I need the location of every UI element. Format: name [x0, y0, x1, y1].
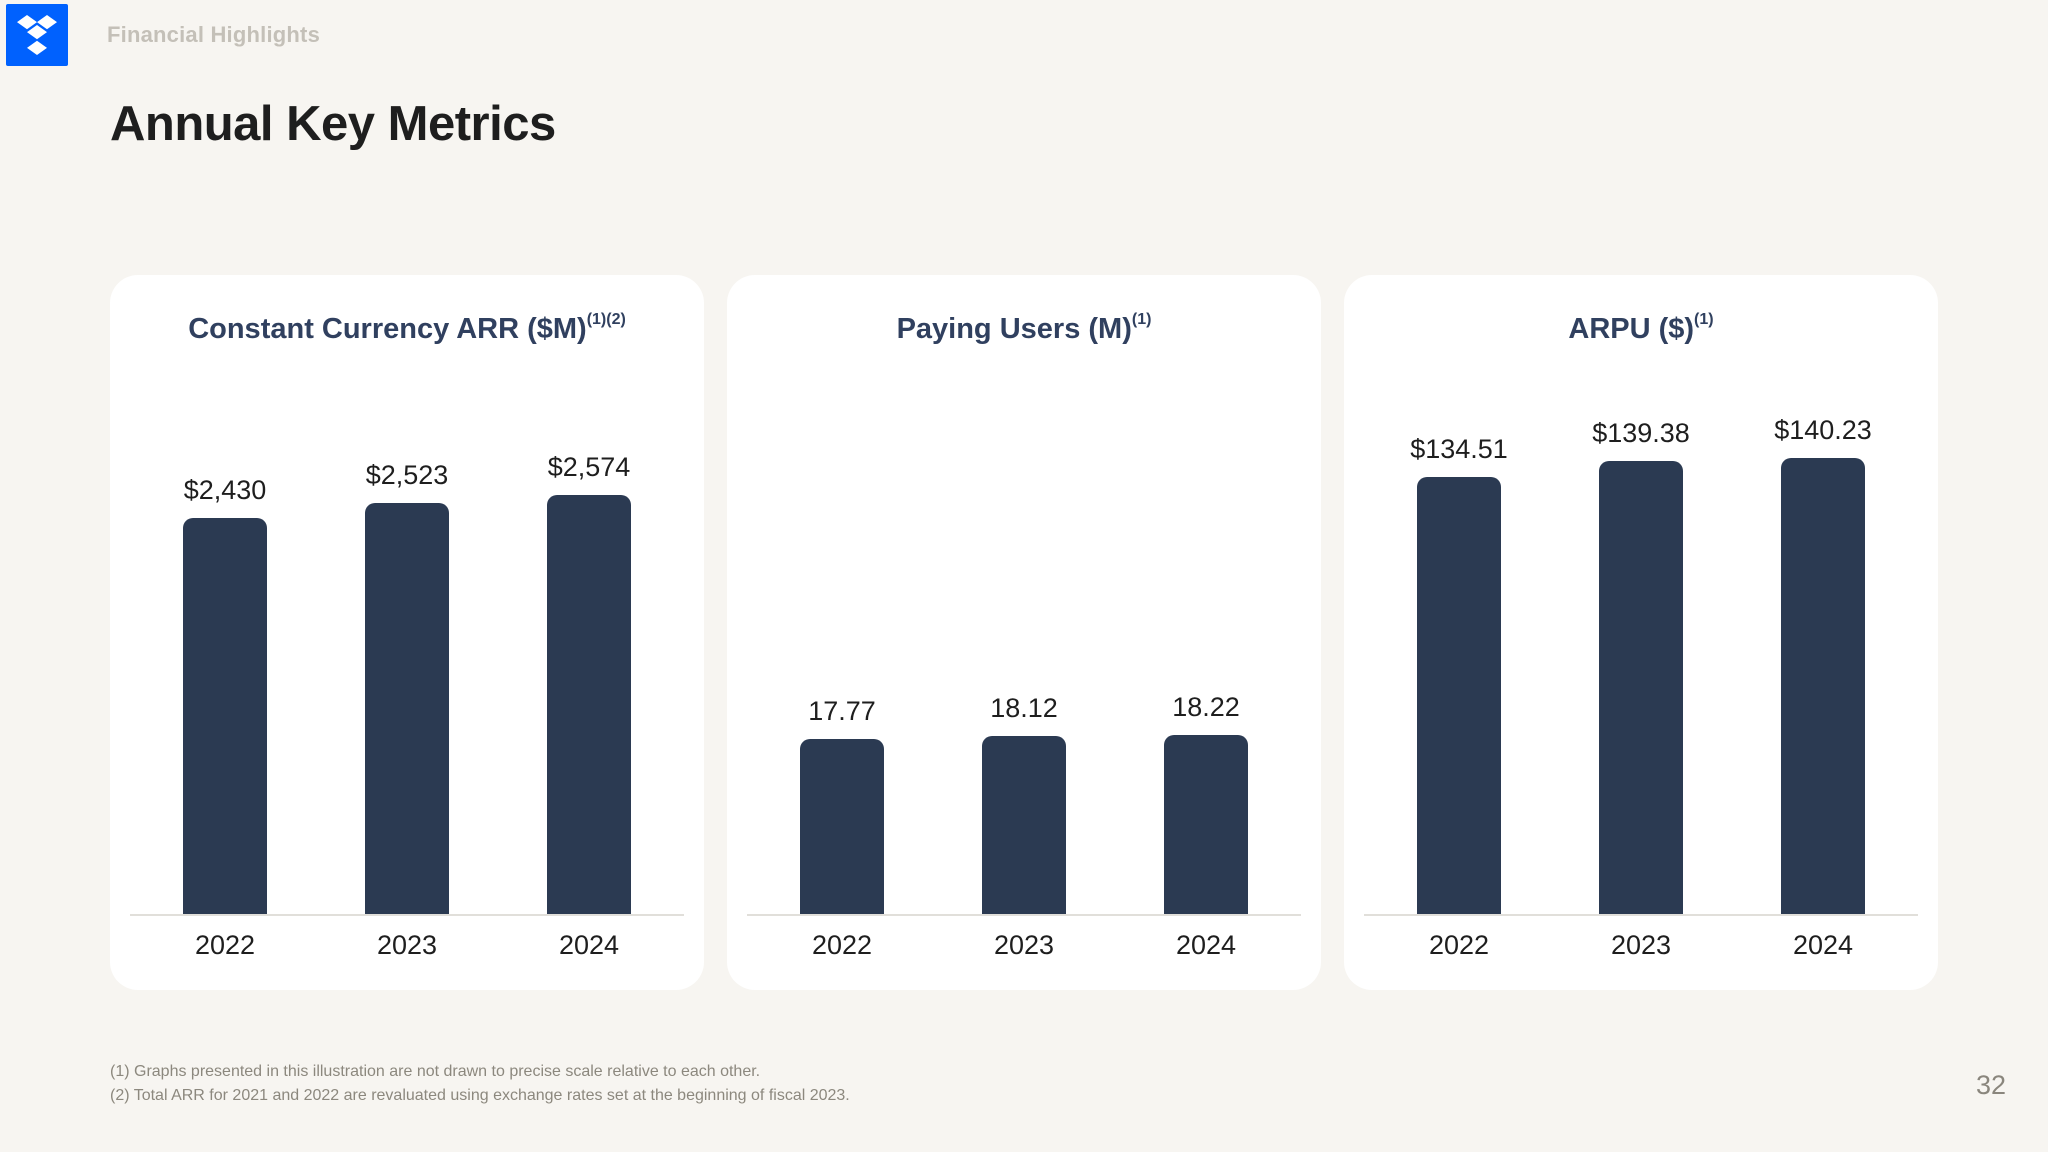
x-axis-line [130, 914, 684, 916]
bar-column-2024: $2,574 2024 [547, 452, 631, 960]
bar-value-label: $134.51 [1410, 434, 1508, 464]
chart-title-text: ARPU ($) [1568, 313, 1695, 345]
dropbox-logo [6, 4, 68, 66]
breadcrumb: Financial Highlights [107, 22, 321, 47]
chart-card-arr: Constant Currency ARR ($M)(1)(2) $2,430 2… [110, 275, 704, 990]
bar [365, 503, 449, 914]
chart-title-footnote-ref: (1) [1694, 311, 1714, 328]
bar-value-label: $140.23 [1774, 415, 1872, 445]
x-axis-tick-label: 2024 [558, 930, 620, 960]
bar [982, 736, 1066, 914]
x-axis-tick-label: 2022 [1428, 930, 1490, 960]
chart-title-footnote-ref: (1)(2) [586, 311, 626, 328]
bar-column-2024: 18.22 2024 [1164, 692, 1248, 960]
x-axis-line [747, 914, 1301, 916]
bar [1599, 461, 1683, 914]
bar-column-2022: $134.51 2022 [1410, 434, 1508, 960]
bar-group: 17.77 2022 18.12 2023 18.22 2024 [727, 692, 1321, 960]
bar-group: $2,430 2022 $2,523 2023 $2,574 2024 [110, 452, 704, 960]
bar-value-label: 18.12 [990, 693, 1058, 723]
bar-value-label: 18.22 [1172, 692, 1240, 722]
x-axis-tick-label: 2024 [1792, 930, 1854, 960]
bar [1164, 735, 1248, 914]
bar-value-label: $2,430 [183, 475, 267, 505]
bar [800, 739, 884, 914]
bar [183, 518, 267, 914]
bar [547, 495, 631, 914]
bar-column-2023: $2,523 2023 [365, 460, 449, 960]
x-axis-tick-label: 2022 [811, 930, 873, 960]
bar-column-2023: 18.12 2023 [982, 693, 1066, 960]
x-axis-tick-label: 2023 [376, 930, 438, 960]
bar [1417, 477, 1501, 914]
bar-value-label: $2,574 [547, 452, 631, 482]
x-axis-tick-label: 2022 [194, 930, 256, 960]
bar [1781, 458, 1865, 914]
bar-value-label: 17.77 [808, 696, 876, 726]
bar-column-2024: $140.23 2024 [1774, 415, 1872, 960]
x-axis-tick-label: 2023 [1610, 930, 1672, 960]
chart-card-paying-users: Paying Users (M)(1) 17.77 2022 18.12 2023 18… [727, 275, 1321, 990]
charts-row: Constant Currency ARR ($M)(1)(2) $2,430 2… [110, 275, 1938, 990]
chart-title-text: Constant Currency ARR ($M) [188, 313, 587, 345]
bar-column-2023: $139.38 2023 [1592, 418, 1690, 960]
page-title: Annual Key Metrics [110, 97, 556, 151]
bar-group: $134.51 2022 $139.38 2023 $140.23 2024 [1344, 415, 1938, 960]
footnotes: (1) Graphs presented in this illustratio… [110, 1060, 850, 1108]
chart-title: ARPU ($)(1) [1344, 311, 1938, 346]
chart-title: Paying Users (M)(1) [727, 311, 1321, 346]
chart-title-footnote-ref: (1) [1131, 311, 1152, 328]
dropbox-logo-icon [17, 15, 57, 55]
x-axis-line [1364, 914, 1918, 916]
footnote-2: (2) Total ARR for 2021 and 2022 are reva… [110, 1087, 850, 1104]
bar-value-label: $2,523 [365, 460, 449, 490]
bar-column-2022: 17.77 2022 [800, 696, 884, 960]
chart-title: Constant Currency ARR ($M)(1)(2) [110, 311, 704, 346]
chart-title-text: Paying Users (M) [896, 313, 1132, 345]
bar-value-label: $139.38 [1592, 418, 1690, 448]
x-axis-tick-label: 2023 [993, 930, 1055, 960]
bar-column-2022: $2,430 2022 [183, 475, 267, 960]
chart-card-arpu: ARPU ($)(1) $134.51 2022 $139.38 2023 $140.2… [1344, 275, 1938, 990]
x-axis-tick-label: 2024 [1175, 930, 1237, 960]
page-number: 32 [1975, 1070, 2006, 1100]
footnote-1: (1) Graphs presented in this illustratio… [110, 1063, 761, 1080]
